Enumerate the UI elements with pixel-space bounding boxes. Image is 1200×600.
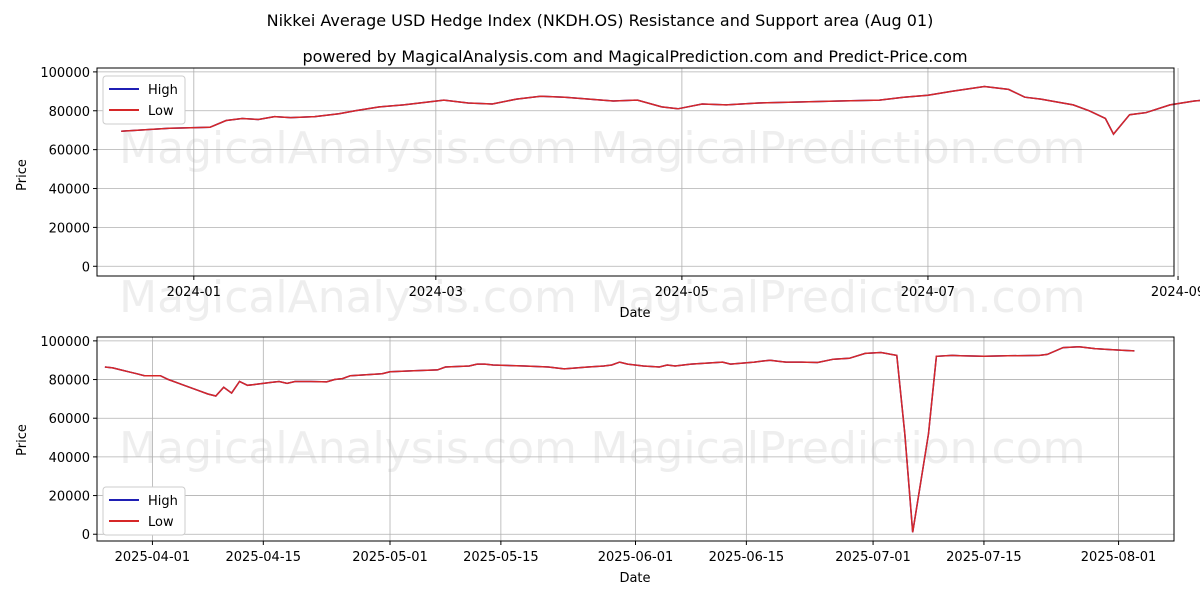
bottom-legend: High Low [102,486,186,536]
y-tick-label: 60000 [49,412,90,427]
x-tick-label: 2025-05-01 [352,550,428,565]
legend-low-label: Low [148,104,174,119]
x-tick-label: 2025-04-15 [226,550,302,565]
x-tick-label: 2025-08-01 [1081,550,1157,565]
low-series-line-zoom [104,345,1135,533]
chart-title: Nikkei Average USD Hedge Index (NKDH.OS)… [267,11,934,30]
x-tick-label: 2025-05-15 [463,550,539,565]
top-y-axis-label: Price [15,159,30,191]
x-tick-label: 2025-07-15 [946,550,1022,565]
legend-low-label-bottom: Low [148,515,174,530]
legend-high-label: High [148,83,178,98]
y-tick-label: 20000 [49,490,90,505]
watermark-left-mid: MagicalAnalysis.com [119,272,577,323]
x-tick-label: 2024-07 [901,285,955,300]
x-tick-label: 2024-01 [167,285,221,300]
y-tick-label: 40000 [49,451,90,466]
y-tick-label: 80000 [49,105,90,120]
bottom-plot-frame [96,336,1175,542]
x-tick-label: 2024-09 [1151,285,1200,300]
x-tick-label: 2025-07-01 [835,550,911,565]
watermark-left: MagicalAnalysis.com [119,123,577,174]
watermark-right-mid: MagicalPrediction.com [591,272,1086,323]
y-tick-label: 0 [82,260,90,275]
y-tick-label: 100000 [40,335,90,350]
y-tick-label: 60000 [49,144,90,159]
bottom-y-axis-label: Price [15,424,30,456]
x-tick-label: 2025-06-15 [709,550,785,565]
bottom-panel: MagicalAnalysis.com MagicalPrediction.co… [15,335,1175,586]
bottom-x-axis-label: Date [619,571,650,586]
low-series-line [121,85,1200,136]
top-x-axis-label: Date [619,306,650,321]
y-tick-label: 100000 [40,66,90,81]
x-tick-label: 2024-03 [409,285,463,300]
x-tick-label: 2025-04-01 [115,550,191,565]
chart-subtitle: powered by MagicalAnalysis.com and Magic… [302,47,967,66]
y-tick-label: 0 [82,528,90,543]
y-tick-label: 40000 [49,183,90,198]
top-plot-frame [96,67,1175,277]
top-legend: High Low [102,75,186,125]
watermark-right: MagicalPrediction.com [591,123,1086,174]
x-tick-label: 2025-06-01 [598,550,674,565]
legend-high-label-bottom: High [148,494,178,509]
y-tick-label: 20000 [49,221,90,236]
top-panel: MagicalAnalysis.com MagicalPrediction.co… [15,66,1200,323]
y-tick-label: 80000 [49,374,90,389]
watermark-left-bottom: MagicalAnalysis.com [119,423,577,474]
watermark-right-bottom: MagicalPrediction.com [591,423,1086,474]
x-tick-label: 2024-05 [655,285,709,300]
